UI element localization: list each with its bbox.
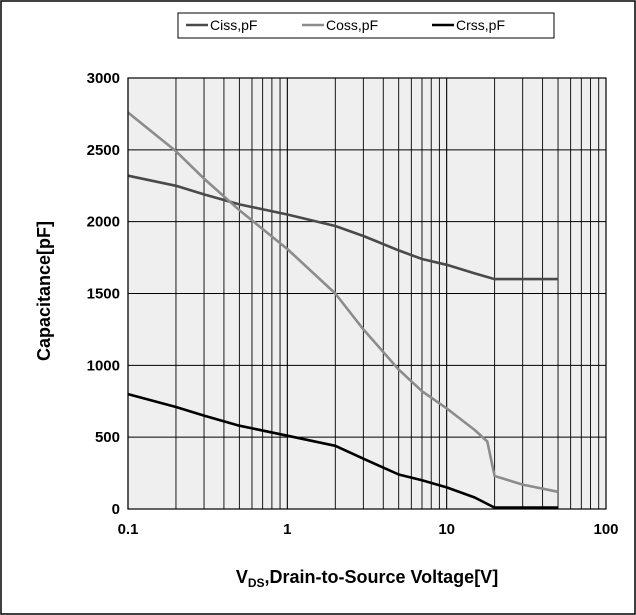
y-tick-label: 3000 bbox=[87, 70, 120, 87]
x-axis-title-subscript: DS bbox=[248, 576, 265, 590]
series-line-2 bbox=[127, 111, 559, 494]
x-tick-label: 100 bbox=[593, 521, 618, 538]
x-tick-label: 10 bbox=[438, 521, 455, 538]
grid-lines bbox=[127, 77, 606, 510]
y-tick-labels: 0 500 1000 1500 2000 2500 3000 bbox=[87, 70, 120, 518]
x-axis-title-rest: ,Drain-to-Source Voltage[V] bbox=[265, 567, 499, 587]
x-tick-label: 1 bbox=[283, 521, 291, 538]
y-tick-label: 2000 bbox=[87, 214, 120, 231]
legend-label: Crss,pF bbox=[456, 17, 505, 33]
series-layer bbox=[127, 111, 559, 509]
legend-label: Coss,pF bbox=[326, 17, 378, 33]
y-tick-label: 2500 bbox=[87, 142, 120, 159]
plot-frame bbox=[127, 77, 607, 510]
x-tick-labels: 0.1 1 10 100 bbox=[118, 521, 619, 538]
series-line-3 bbox=[127, 392, 558, 509]
y-tick-label: 1500 bbox=[87, 286, 120, 303]
legend-label: Ciss,pF bbox=[210, 17, 257, 33]
x-axis-title: VDS,Drain-to-Source Voltage[V] bbox=[236, 567, 498, 590]
legend: Ciss,pF Coss,pF Crss,pF bbox=[177, 12, 555, 39]
y-tick-label: 500 bbox=[95, 429, 120, 446]
legend-box bbox=[177, 12, 555, 39]
y-tick-label: 1000 bbox=[87, 357, 120, 374]
x-axis-title-prefix: V bbox=[236, 567, 248, 587]
y-axis-title: Capacitance[pF] bbox=[34, 221, 54, 361]
x-tick-label: 0.1 bbox=[118, 521, 139, 538]
y-tick-label: 0 bbox=[112, 501, 120, 518]
series-line-1 bbox=[127, 174, 558, 281]
